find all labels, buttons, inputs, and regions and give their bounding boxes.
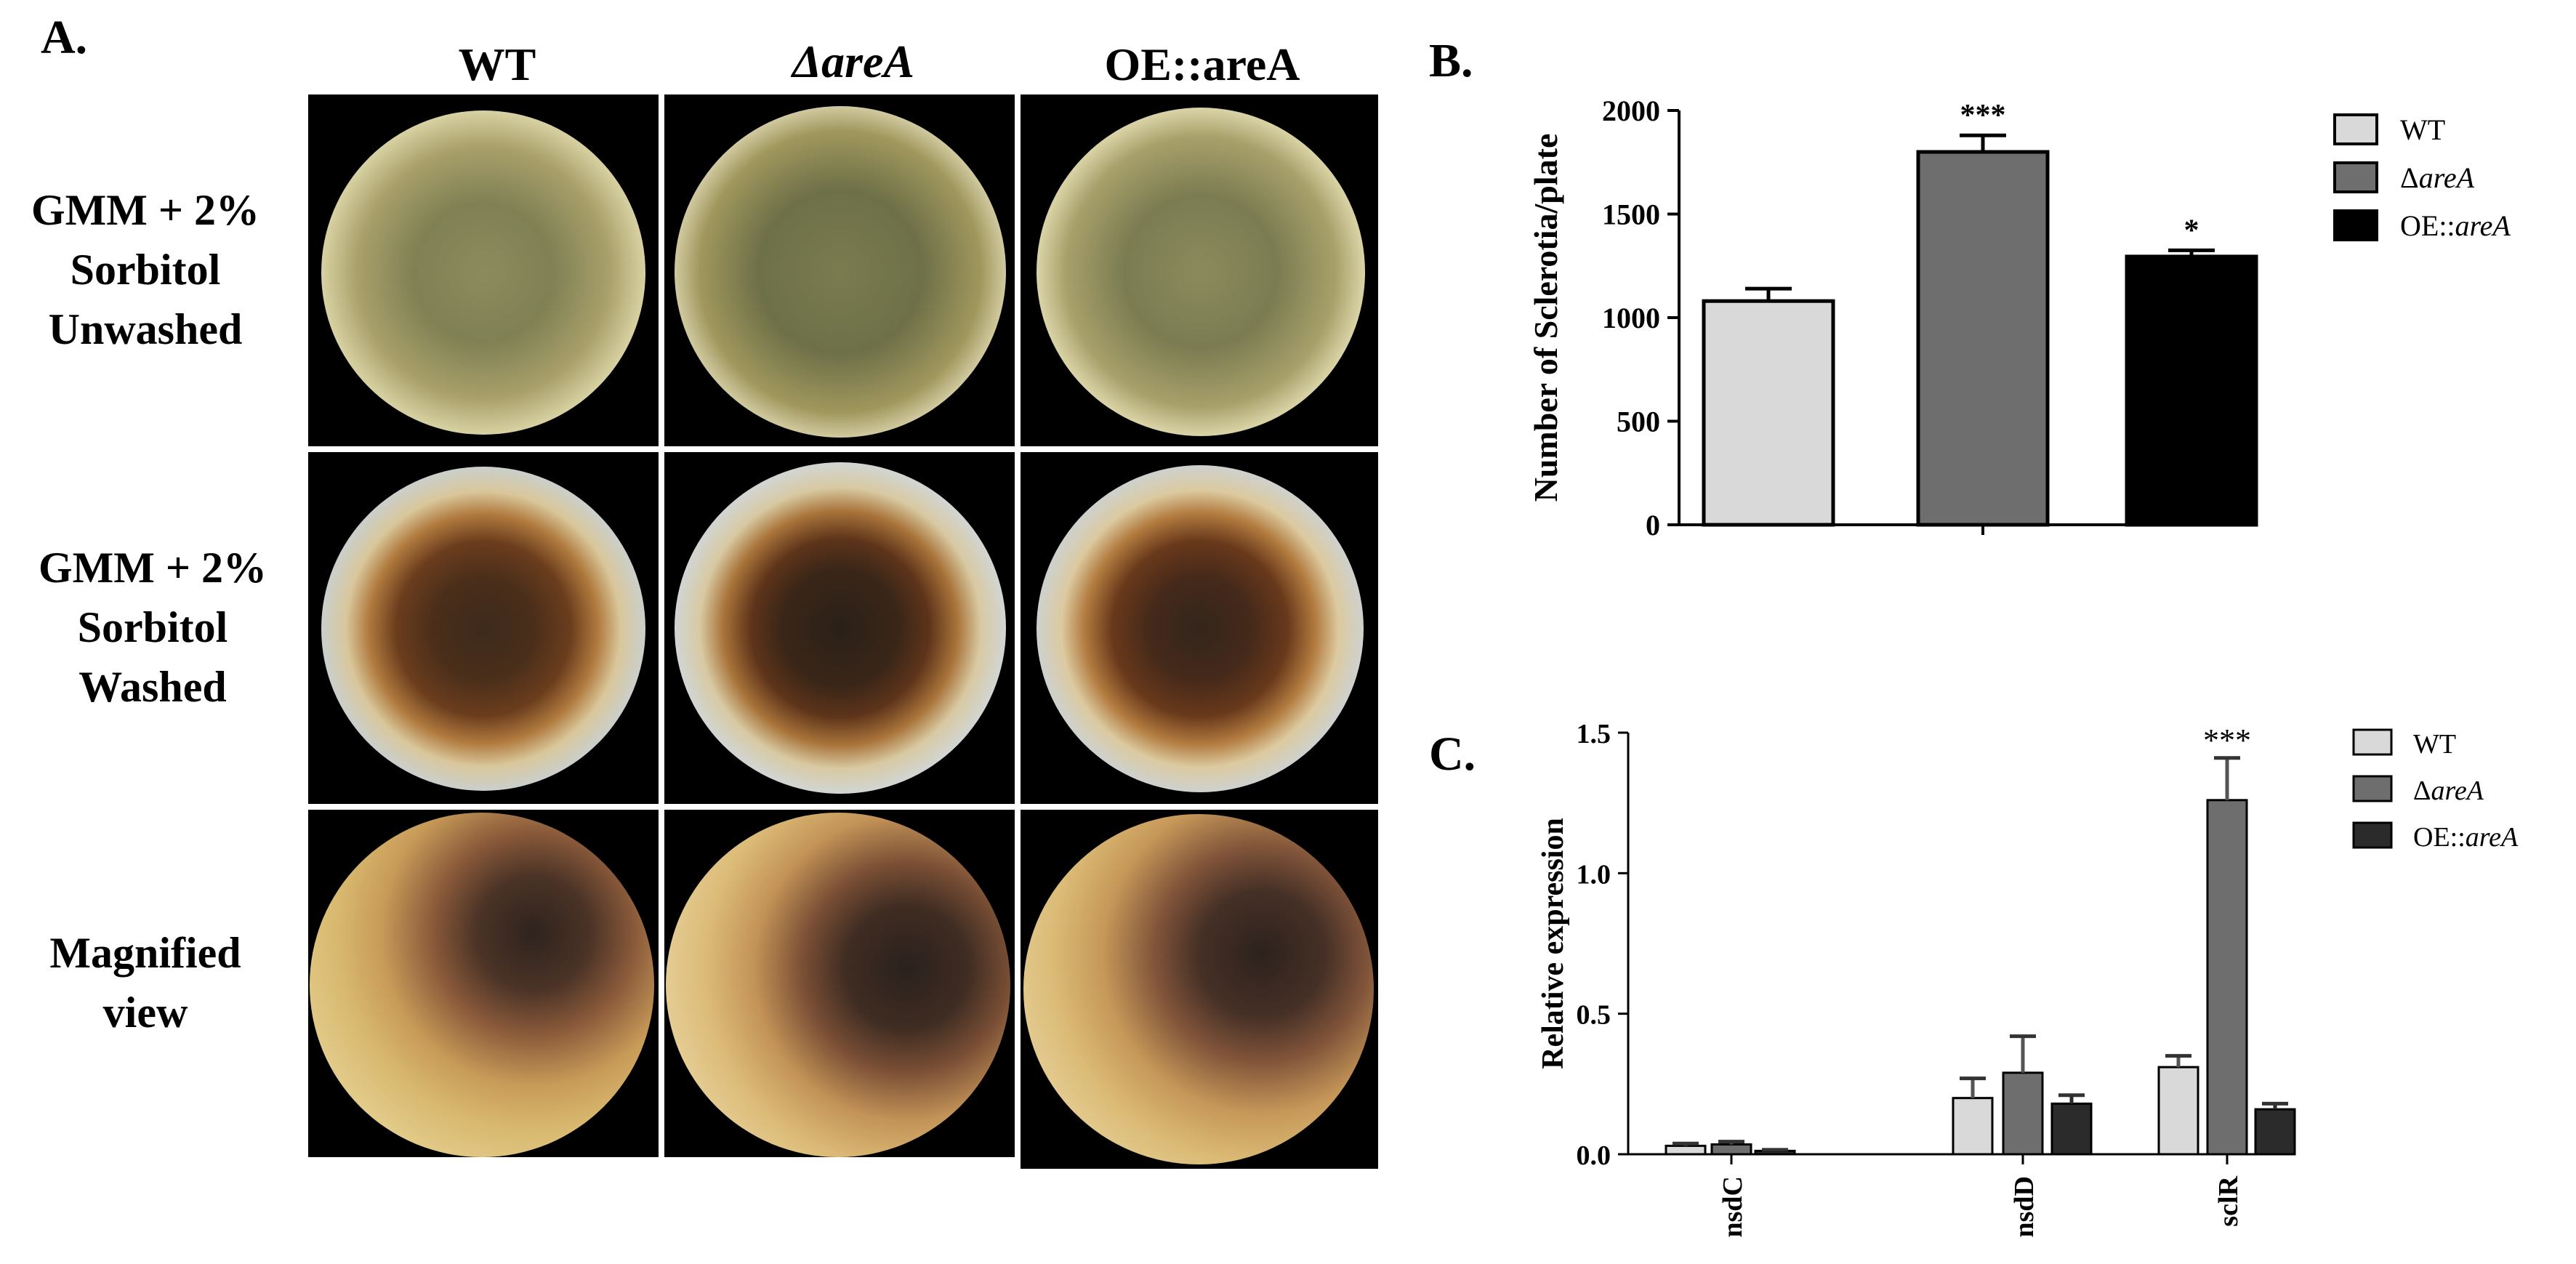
legend-label: OE::areA xyxy=(2413,822,2519,853)
y-tick-label: 1000 xyxy=(1602,302,1660,334)
row-label-line: Magnified xyxy=(49,929,241,977)
bar xyxy=(2125,254,2258,527)
bar xyxy=(1952,1097,1994,1156)
row-label-line: Unwashed xyxy=(48,305,243,353)
column-header-oe-area-text: OE::areA xyxy=(1104,39,1300,90)
legend-swatch xyxy=(2352,775,2393,802)
bar xyxy=(2206,799,2248,1156)
photo-oe-area-unwashed xyxy=(1021,94,1378,446)
bar xyxy=(2050,1102,2093,1156)
legend-swatch xyxy=(2333,209,2378,241)
chart-b: 0 500 1000 1500 2000 Number of Sclerotia/plat… xyxy=(1527,94,2511,542)
panel-b-letter: B. xyxy=(1429,34,1473,87)
y-tick-label: 1.5 xyxy=(1577,720,1611,749)
photo-delta-area-unwashed xyxy=(664,94,1015,446)
row-label-line: Sorbitol xyxy=(70,246,221,294)
legend-label: WT xyxy=(2413,729,2456,760)
y-tick-label: 0.0 xyxy=(1577,1140,1611,1171)
row-label-line: Sorbitol xyxy=(77,603,228,651)
plate-photo-grid xyxy=(308,94,1378,1169)
photo-delta-area-washed xyxy=(664,452,1015,804)
y-tick-label: 0.5 xyxy=(1577,1000,1611,1031)
y-tick-label: 1500 xyxy=(1602,198,1660,231)
photo-delta-area-magnified xyxy=(664,810,1015,1157)
legend-swatch xyxy=(2352,821,2393,849)
row-label-line: Washed xyxy=(79,663,227,711)
significance-label: *** xyxy=(1960,99,2006,132)
y-axis-title: Number of Sclerotia/plate xyxy=(1527,134,1564,502)
x-tick-label: sclR xyxy=(2213,1175,2244,1226)
significance-label: *** xyxy=(2203,722,2251,758)
photo-wt-unwashed xyxy=(308,94,659,446)
row-label-magnified: Magnified view xyxy=(0,923,291,1042)
column-header-delta-area: ΔareA xyxy=(792,36,915,87)
row-label-line: GMM + 2% xyxy=(38,544,267,592)
x-tick-label: nsdD xyxy=(2009,1176,2040,1238)
column-header-oe-area: OE::areA xyxy=(1028,38,1377,92)
chart-c: 0.0 0.5 1.0 1.5 Relative expression nsdC nsdD s… xyxy=(1537,720,2519,1238)
x-tick-label: nsdC xyxy=(1718,1176,1748,1238)
bar xyxy=(1665,1144,1707,1156)
photo-oe-area-washed xyxy=(1021,452,1378,804)
legend-swatch xyxy=(2333,161,2378,193)
row-label-line: view xyxy=(102,989,188,1036)
bar xyxy=(2254,1108,2296,1156)
legend-swatch xyxy=(2352,728,2393,756)
row-label-line: GMM + 2% xyxy=(31,186,260,234)
column-header-wt: WT xyxy=(458,39,536,90)
row-label-unwashed: GMM + 2% Sorbitol Unwashed xyxy=(0,180,291,359)
panel-a-letter: A. xyxy=(41,11,88,64)
legend-swatch xyxy=(2333,113,2378,145)
y-tick-label: 2000 xyxy=(1602,94,1660,127)
photo-oe-area-magnified xyxy=(1021,810,1378,1169)
significance-label: * xyxy=(2184,214,2199,247)
photo-wt-magnified xyxy=(308,810,659,1157)
bar xyxy=(2002,1071,2044,1156)
y-tick-label: 1.0 xyxy=(1577,859,1611,890)
bar xyxy=(1702,299,1835,527)
y-tick-label: 500 xyxy=(1617,406,1660,438)
y-axis-title: Relative expression xyxy=(1537,818,1570,1069)
panel-c-letter: C. xyxy=(1429,728,1476,781)
legend-label: ΔareA xyxy=(2413,776,2484,806)
row-label-washed: GMM + 2% Sorbitol Washed xyxy=(7,538,298,717)
legend-label: ΔareA xyxy=(2400,161,2475,194)
photo-wt-washed xyxy=(308,452,659,804)
bar xyxy=(2157,1066,2199,1156)
bar xyxy=(1916,150,2050,527)
legend-label: OE::areA xyxy=(2400,209,2511,242)
y-tick-label: 0 xyxy=(1646,509,1660,542)
bar xyxy=(1710,1143,1752,1156)
legend-label: WT xyxy=(2400,113,2445,146)
